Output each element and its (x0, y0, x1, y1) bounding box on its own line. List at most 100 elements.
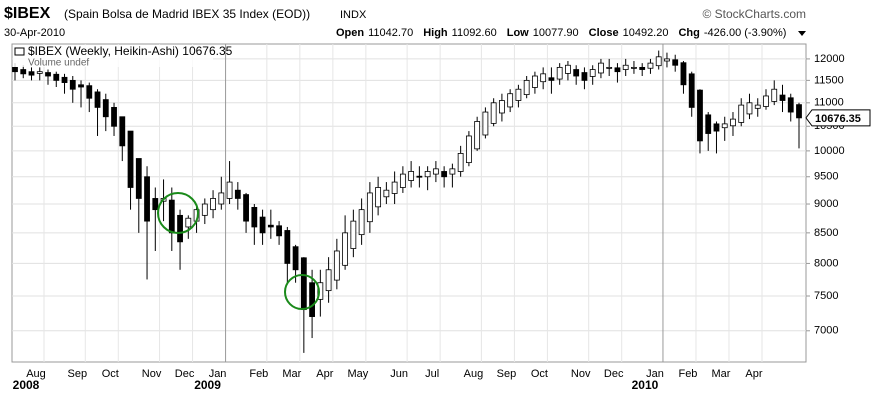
candle-body (333, 250, 340, 281)
candle-body (738, 104, 745, 123)
dropdown-arrow[interactable] (798, 31, 806, 36)
quote: Open 11042.70 High 11092.60 Low 10077.90 Close… (336, 27, 786, 39)
x-tick-label: Jun (390, 368, 408, 380)
price-tag-label: 10676.35 (815, 113, 861, 125)
candle-body (598, 62, 604, 74)
candle-body (697, 89, 703, 142)
candle-body (746, 102, 753, 115)
candle-body (515, 88, 522, 101)
candle-body (342, 232, 349, 266)
candle-body (655, 56, 662, 67)
y-tick-label: 7000 (814, 325, 838, 337)
x-tick-label: Dec (175, 368, 195, 380)
candle-body (664, 58, 670, 62)
candle-body (251, 206, 258, 228)
date: 30-Apr-2010 (4, 27, 65, 39)
candle-body (482, 111, 489, 136)
candle-body (375, 187, 382, 208)
candle-body (730, 118, 736, 127)
year-label: 2010 (632, 378, 659, 392)
volume-note: Volume undef (28, 58, 89, 69)
quote-name: Open (336, 27, 364, 39)
quote-name: Low (507, 27, 529, 39)
legend-icon (14, 47, 25, 56)
candle-body (581, 72, 588, 81)
y-tick-label: 8500 (814, 227, 838, 239)
candle-body (688, 73, 695, 108)
exchange: INDX (340, 9, 367, 21)
x-tick-label: Sep (67, 368, 87, 380)
candle-body (300, 257, 307, 311)
candle-body (523, 79, 530, 96)
candle-body (350, 220, 357, 249)
legend-bg (13, 45, 213, 67)
candle-body (540, 73, 547, 83)
candle-body (276, 225, 282, 237)
annotation-circle (157, 192, 199, 234)
x-tick-label: Jan (646, 368, 664, 380)
candle-body (532, 75, 538, 88)
candle-body (12, 66, 18, 73)
quote-name: Close (589, 27, 619, 39)
candle-body (168, 199, 175, 234)
candle-body (243, 194, 249, 222)
x-tick-label: Jul (425, 368, 439, 380)
candle-body (399, 173, 406, 188)
candle-body (606, 66, 613, 69)
x-tick-label: Mar (282, 368, 301, 380)
candle-body (449, 168, 456, 175)
candle-body (424, 171, 431, 178)
candle-body (565, 64, 571, 74)
candle-body (119, 116, 126, 147)
source: © StockCharts.com (702, 7, 806, 21)
candle-body (639, 66, 646, 70)
candles (12, 50, 802, 353)
candle-body (499, 100, 505, 114)
candle-body (441, 171, 448, 178)
candle-body (771, 88, 778, 102)
candle-body (465, 135, 472, 164)
x-tick-label: Oct (102, 368, 119, 380)
candle-body (787, 97, 794, 113)
x-tick-label: Nov (571, 368, 591, 380)
candle-body (622, 64, 629, 70)
x-tick-label: Apr (745, 368, 762, 380)
candle-body (589, 69, 596, 77)
candle-body (631, 66, 637, 69)
x-tick-label: Dec (604, 368, 624, 380)
candle-body (86, 85, 93, 99)
candle-body (432, 168, 439, 175)
candle-body (177, 214, 183, 243)
candle-body (763, 95, 769, 107)
x-tick-label: Aug (464, 368, 484, 380)
candle-body (111, 107, 117, 127)
candle-body (69, 79, 76, 90)
candle-body (391, 181, 398, 194)
chart-title: $IBEX (4, 5, 51, 22)
quote-value: 11092.60 (452, 27, 497, 39)
candle-body (20, 69, 27, 75)
candle-body (796, 104, 802, 119)
candle-body (267, 224, 274, 228)
candle-body (713, 123, 720, 132)
x-tick-label: Apr (316, 368, 333, 380)
x-tick-label: Aug (26, 368, 46, 380)
candle-body (102, 99, 109, 118)
candle-body (556, 66, 563, 80)
candle-body (325, 269, 332, 292)
annotation-circle (284, 274, 320, 310)
y-tick-label: 9500 (814, 171, 838, 183)
candle-body (416, 175, 423, 178)
x-tick-label: Oct (531, 368, 548, 380)
candle-body (127, 130, 134, 188)
y-tick-label: 7500 (814, 290, 838, 302)
year-label: 2008 (13, 378, 40, 392)
candle-body (474, 121, 481, 150)
candle-body (366, 192, 373, 223)
y-tick-label: 9000 (814, 198, 838, 210)
candle-body (226, 181, 233, 199)
candle-body (383, 189, 390, 198)
candle-body (45, 72, 51, 77)
candle-body (548, 77, 555, 81)
candle-body (614, 67, 621, 73)
